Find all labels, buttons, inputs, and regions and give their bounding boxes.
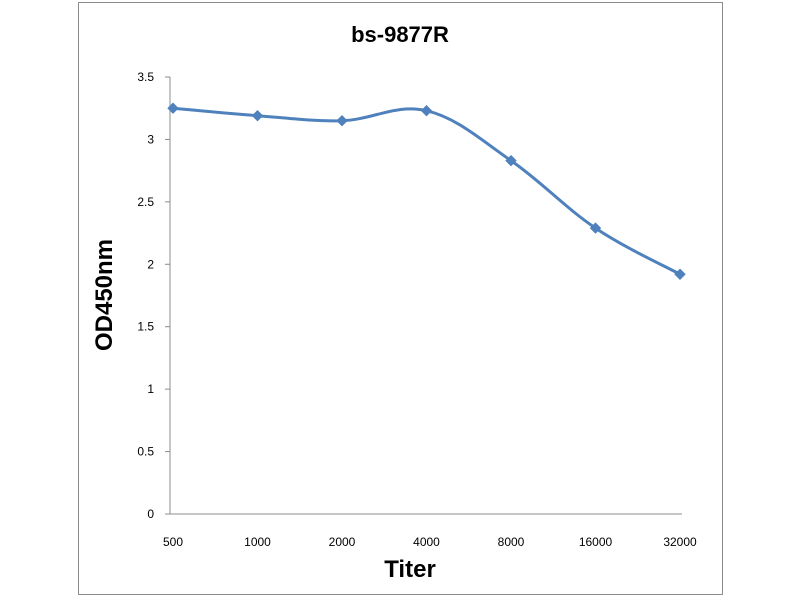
x-tick-labels: 500 1000 2000 4000 8000 16000 32000 [163,535,697,549]
data-point-marker [420,105,433,117]
x-tick-label: 32000 [663,535,697,549]
x-tick-label: 16000 [579,535,613,549]
x-tick-label: 1000 [244,535,271,549]
chart-title: bs-9877R [351,22,449,47]
x-tick-label: 8000 [498,535,525,549]
data-point-marker [251,109,264,122]
y-tick-label: 3 [147,132,154,146]
y-tick-label: 3.5 [137,70,154,84]
data-point-marker [505,154,517,167]
y-tick-labels: 0 0.5 1 1.5 2 2.5 3 3.5 [137,70,170,521]
x-tick-label: 500 [163,535,183,549]
y-tick-label: 1 [147,382,154,396]
data-point-marker [336,114,348,127]
x-tick-label: 4000 [413,535,440,549]
data-point-marker [674,268,686,280]
series-line [171,106,682,276]
y-axis-title: OD450nm [91,239,118,351]
y-tick-label: 1.5 [137,320,154,334]
data-point-marker [589,222,602,234]
y-tick-label: 2.5 [137,195,154,209]
y-tick-label: 0 [147,507,154,521]
x-tick-label: 2000 [329,535,356,549]
axes [169,77,682,515]
y-tick-label: 0.5 [137,445,154,459]
y-tick-label: 2 [147,257,154,271]
chart-frame [78,2,723,595]
x-axis-title: Titer [384,556,436,583]
data-point-marker [167,102,179,114]
series [167,102,686,280]
